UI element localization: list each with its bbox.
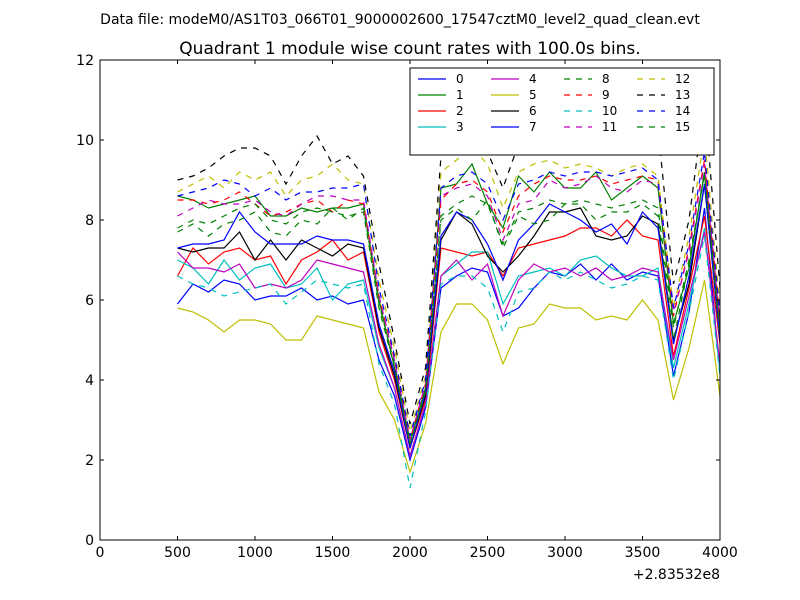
y-tick-label: 8 [85,213,94,229]
legend-label-9: 9 [602,88,610,102]
series-line-5 [177,279,720,475]
series-layer [176,99,720,489]
legend-label-14: 14 [675,104,690,118]
legend-label-1: 1 [456,88,464,102]
axis-ticks: 0 500 1000 1500 2000 2500 3000 3500 400002468101… [76,53,738,561]
legend-label-2: 2 [456,104,464,118]
series-line-9 [177,159,720,441]
legend-label-3: 3 [456,120,464,134]
x-tick-label: 1500 [315,545,351,561]
x-tick-label: 4000 [702,545,738,561]
legend-label-10: 10 [602,104,617,118]
x-tick-label: 3500 [625,545,661,561]
series-line-7 [177,183,720,449]
series-line-10 [177,235,720,489]
legend-label-8: 8 [602,72,610,86]
series-line-1 [177,162,720,441]
legend-label-4: 4 [529,72,537,86]
y-tick-label: 10 [76,133,94,149]
series-line-2 [176,215,720,451]
series-line-8 [177,171,720,445]
figure-suptitle: Data file: modeM0/AS1T03_066T01_90000026… [100,12,700,28]
legend-label-15: 15 [675,120,690,134]
x-tick-label: 2000 [392,545,428,561]
legend-label-11: 11 [602,120,617,134]
y-tick-label: 4 [85,373,94,389]
legend-label-12: 12 [675,72,690,86]
x-tick-label: 2500 [470,545,506,561]
y-tick-label: 0 [85,533,94,549]
x-tick-label: 500 [164,545,191,561]
series-line-0 [177,207,720,463]
legend-label-13: 13 [675,88,690,102]
legend-label-7: 7 [529,120,537,134]
x-offset-label: +2.83532e8 [633,567,720,583]
legend-label-6: 6 [529,104,537,118]
legend-label-5: 5 [529,88,537,102]
legend-label-0: 0 [456,72,464,86]
series-line-11 [177,163,720,441]
series-line-6 [177,183,720,449]
series-line-14 [177,151,720,437]
series-line-3 [177,227,720,459]
x-tick-label: 1000 [237,545,273,561]
chart-title: Quadrant 1 module wise count rates with … [179,39,640,59]
y-tick-label: 2 [85,453,94,469]
x-tick-label: 3000 [547,545,583,561]
x-tick-label: 0 [96,545,105,561]
y-tick-label: 6 [85,293,94,309]
series-line-12 [177,135,720,433]
y-tick-label: 12 [76,53,94,69]
